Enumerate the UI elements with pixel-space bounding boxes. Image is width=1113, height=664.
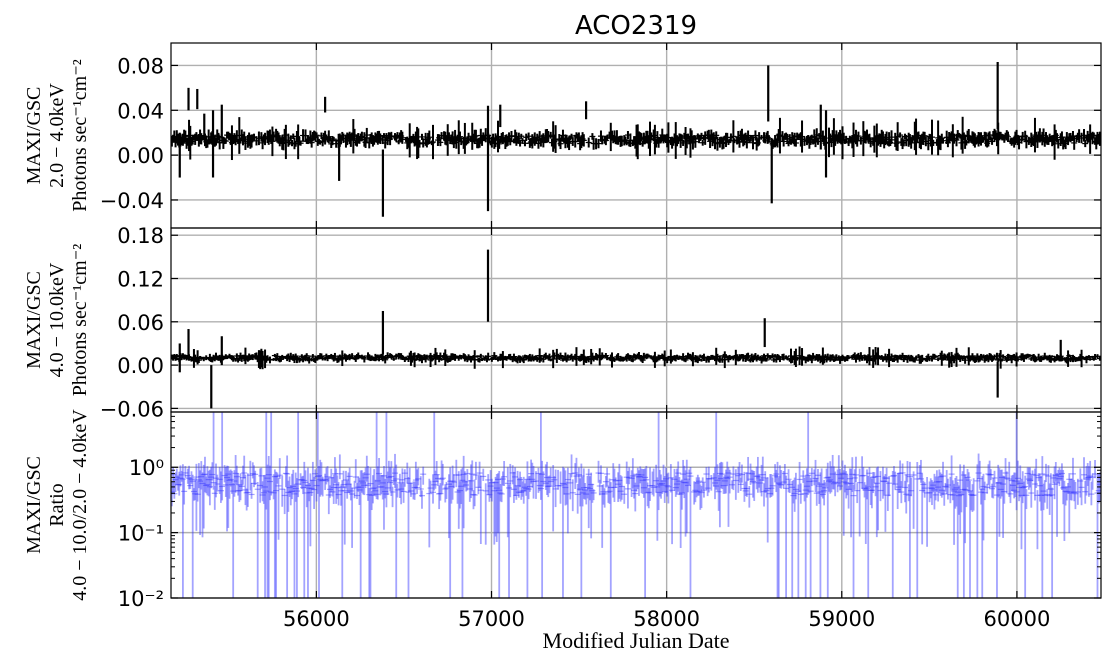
y-axis-label: Photons sec⁻¹cm⁻² xyxy=(69,59,91,212)
y-axis-label: 4.0 − 10.0keV xyxy=(46,262,68,377)
error-bars xyxy=(171,62,1101,217)
y-tick-label: 0.12 xyxy=(117,268,164,292)
error-bars xyxy=(171,249,1101,409)
y-axis-label: Photons sec⁻¹cm⁻² xyxy=(69,244,91,397)
x-tick-label: 58000 xyxy=(633,607,700,631)
x-tick-label: 57000 xyxy=(458,607,525,631)
y-tick-label: 0.04 xyxy=(117,99,164,123)
y-tick-label: 10⁰ xyxy=(129,456,164,480)
panel-frame xyxy=(170,411,1102,599)
error-bars xyxy=(171,412,1101,598)
y-tick-label: 0.18 xyxy=(117,224,164,248)
y-tick-label: 0.00 xyxy=(117,144,164,168)
y-axis-label: 2.0 − 4.0keV xyxy=(46,83,68,188)
y-tick-label: −0.04 xyxy=(100,189,164,213)
y-axis-label: Ratio xyxy=(46,483,68,526)
panel-soft-band: −0.04 0.00 0.04 0.08 MAXI/GSC 2.0 − 4.0keV Pho… xyxy=(23,42,1102,229)
panel-hardness-ratio: 10⁻² 10⁻¹ 10⁰ MAXI/GSC Ratio 4.0 − 10.0/2.0 −… xyxy=(23,409,1102,631)
y-tick-label: 0.06 xyxy=(117,311,164,335)
y-axis-label: 4.0 − 10.0/2.0 − 4.0keV xyxy=(69,409,91,601)
panel-frame xyxy=(170,227,1102,413)
y-tick-label: 10⁻² xyxy=(118,587,164,611)
y-tick-label: −0.06 xyxy=(100,397,164,421)
y-tick-label: 0.08 xyxy=(117,54,164,78)
y-axis-label: MAXI/GSC xyxy=(23,271,45,369)
x-axis-label: Modified Julian Date xyxy=(543,628,730,653)
y-tick-label: 10⁻¹ xyxy=(118,522,164,546)
x-tick-label: 59000 xyxy=(808,607,875,631)
x-tick-label: 60000 xyxy=(984,607,1051,631)
chart-title: ACO2319 xyxy=(575,11,697,41)
y-axis-label: MAXI/GSC xyxy=(23,456,45,554)
panel-hard-band: −0.06 0.00 0.06 0.12 0.18 MAXI/GSC 4.0 − 10.0k… xyxy=(23,224,1102,421)
x-tick-label: 56000 xyxy=(283,607,350,631)
y-axis-label: MAXI/GSC xyxy=(23,87,45,185)
y-tick-label: 0.00 xyxy=(117,354,164,378)
